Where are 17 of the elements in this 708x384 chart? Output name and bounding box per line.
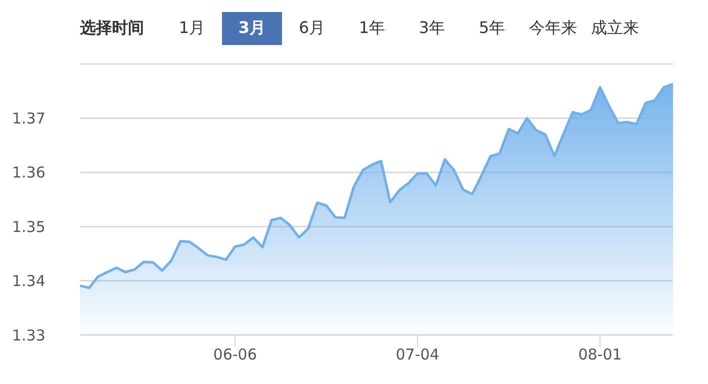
y-tick-label: 1.33: [12, 326, 46, 344]
text: 6月: [298, 17, 326, 39]
y-tick-label: 1.37: [12, 110, 46, 128]
x-tick-label: 06-06: [213, 346, 257, 364]
x-tick-label: 08-01: [578, 346, 622, 364]
text: 成立来: [590, 17, 640, 39]
text: 今年来: [528, 17, 578, 39]
y-tick-label: 1.35: [12, 218, 46, 236]
text: 1月: [178, 17, 206, 39]
text: 3月: [222, 12, 282, 45]
text: 3年: [418, 17, 446, 39]
text: 选择时间: [80, 18, 144, 39]
y-tick-label: 1.34: [12, 272, 46, 290]
text: 1年: [358, 17, 386, 39]
text: 5年: [478, 17, 506, 39]
x-tick-label: 07-04: [396, 346, 440, 364]
y-tick-label: 1.36: [12, 164, 46, 182]
